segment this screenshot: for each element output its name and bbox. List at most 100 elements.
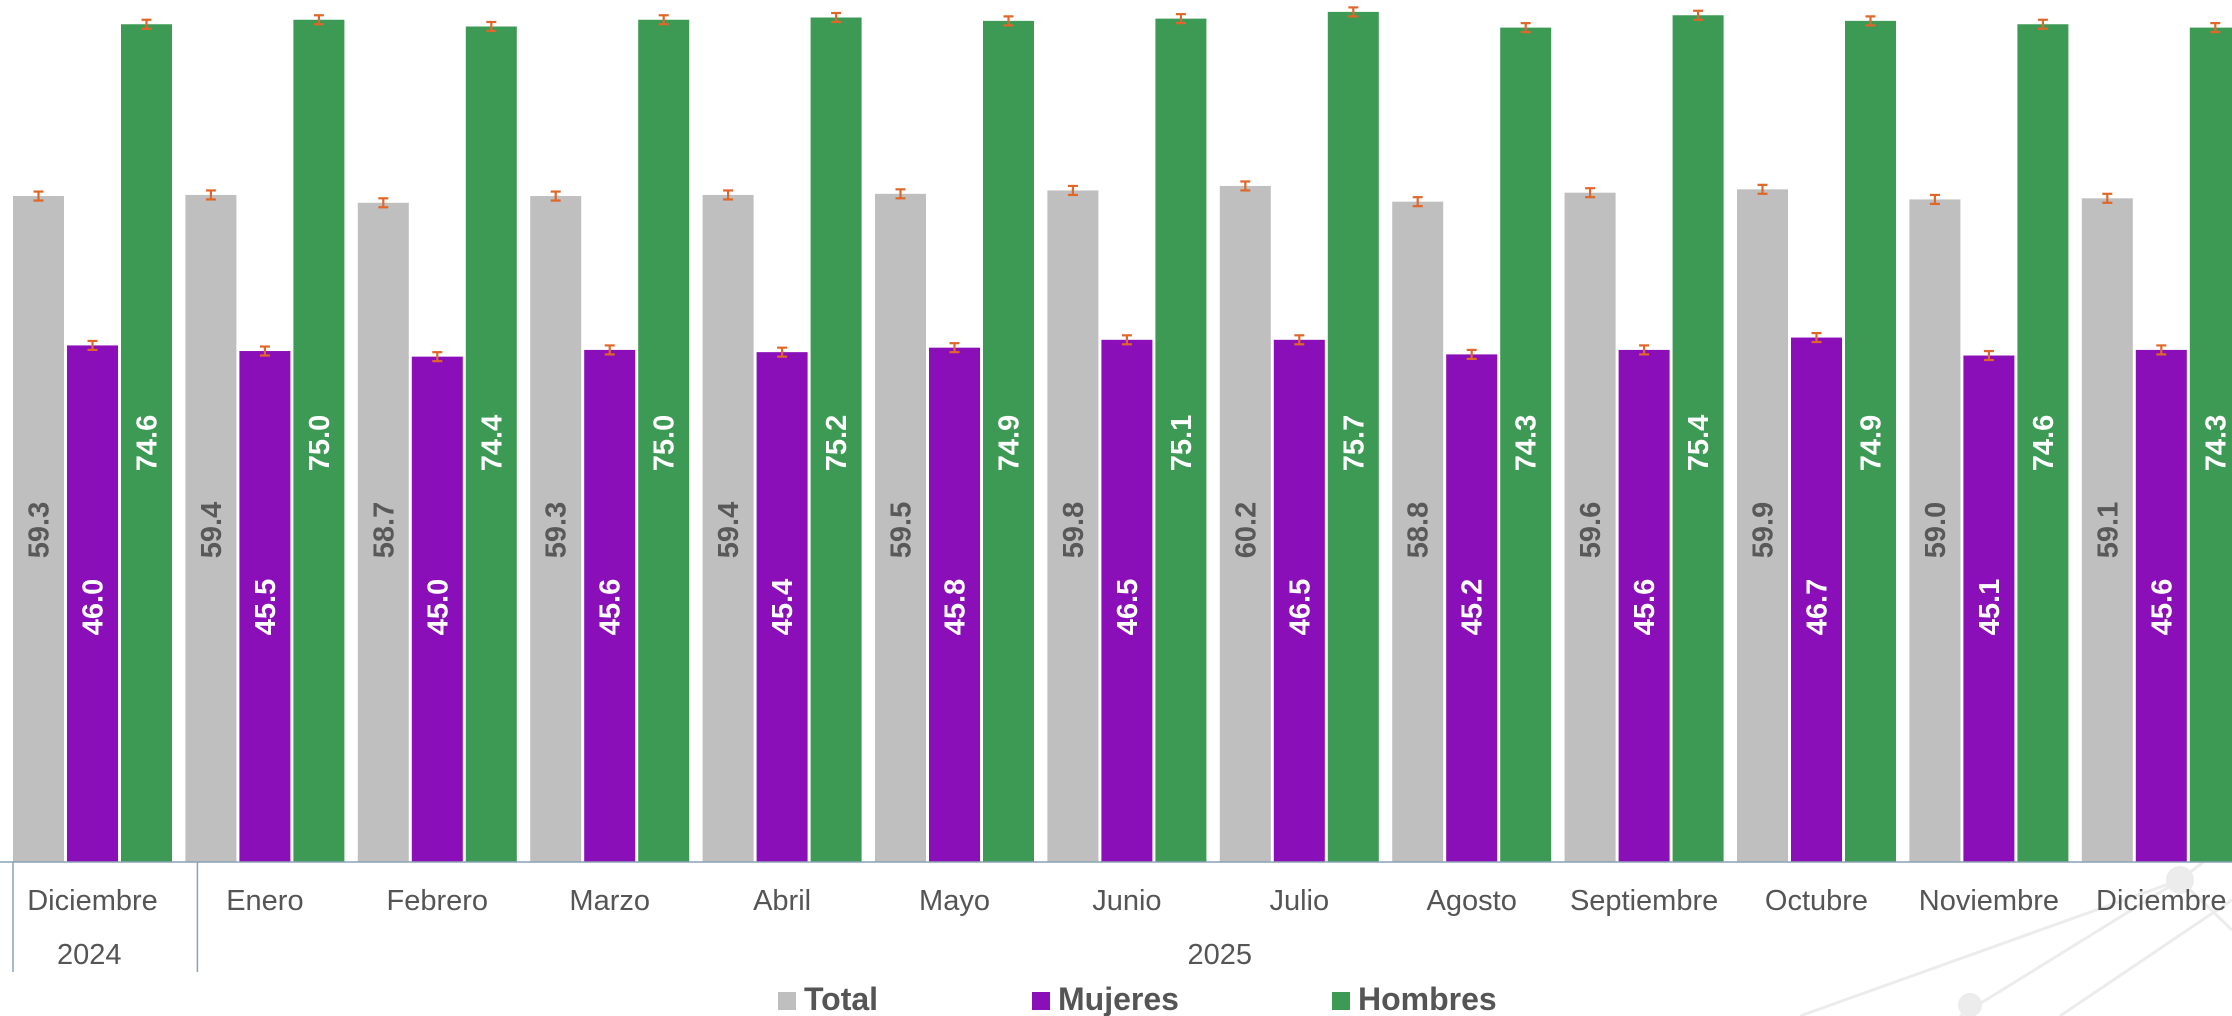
tick-label-11: Noviembre (1919, 885, 2059, 917)
bar-hombres-0 (121, 24, 172, 862)
bar-hombres-3 (638, 19, 690, 862)
legend-label-mujeres: Mujeres (1058, 981, 1179, 1016)
bar-total-0 (13, 196, 64, 862)
data-label-mujeres-12: 45.6 (2146, 579, 2178, 635)
data-label-hombres-11: 74.6 (2028, 415, 2060, 471)
background-decoration (1799, 838, 2232, 1016)
error-bar-hombres-4 (831, 11, 842, 24)
data-label-mujeres-6: 46.5 (1112, 579, 1144, 635)
tick-label-7: Julio (1269, 885, 1329, 917)
error-bar-hombres-1 (313, 14, 324, 26)
bar-total-3 (530, 196, 582, 862)
error-bar-total-9 (1585, 187, 1596, 199)
data-label-total-3: 59.3 (541, 502, 573, 558)
data-label-mujeres-2: 45.0 (422, 579, 454, 635)
error-bars-layer (33, 6, 2221, 363)
year-label-2024: 2024 (57, 939, 122, 971)
error-bar-hombres-3 (658, 14, 669, 26)
error-bar-total-2 (378, 197, 389, 209)
error-bar-mujeres-10 (1811, 331, 1822, 344)
bar-total-6 (1047, 190, 1099, 863)
error-bar-total-7 (1240, 180, 1251, 192)
bar-hombres-4 (810, 17, 862, 862)
data-label-mujeres-8: 45.2 (1457, 579, 1489, 635)
data-label-mujeres-10: 46.7 (1802, 579, 1834, 635)
error-bar-mujeres-4 (777, 346, 788, 358)
data-label-total-12: 59.1 (2092, 502, 2124, 558)
legend-swatch-total (778, 992, 796, 1010)
error-bar-hombres-12 (2210, 22, 2221, 34)
tick-label-4: Abril (753, 885, 811, 917)
error-bar-total-12 (2102, 192, 2113, 204)
data-label-total-1: 59.4 (196, 502, 228, 558)
data-label-total-9: 59.6 (1575, 502, 1607, 558)
legend-item-hombres: Hombres (1332, 981, 1497, 1016)
bar-hombres-12 (2189, 27, 2232, 862)
error-bar-mujeres-12 (2156, 344, 2167, 356)
data-label-mujeres-1: 45.5 (250, 579, 282, 635)
bar-mujeres-10 (1791, 337, 1842, 863)
error-bar-total-1 (205, 189, 216, 201)
error-bar-total-5 (895, 188, 906, 200)
error-bar-hombres-7 (1348, 6, 1359, 18)
bar-mujeres-1 (239, 351, 291, 862)
bar-hombres-6 (1155, 18, 1207, 862)
bar-hombres-8 (1500, 27, 1552, 862)
error-bar-total-3 (550, 190, 561, 202)
data-label-total-0: 59.3 (24, 502, 56, 558)
error-bar-hombres-11 (2037, 18, 2048, 30)
error-bar-total-10 (1757, 183, 1768, 195)
bar-mujeres-9 (1618, 349, 1670, 862)
error-bar-mujeres-0 (87, 339, 98, 352)
tick-label-10: Octubre (1765, 885, 1868, 917)
bar-hombres-9 (1672, 15, 1724, 863)
tick-label-5: Mayo (919, 885, 990, 917)
error-bar-total-6 (1067, 184, 1078, 197)
bar-total-1 (185, 194, 237, 863)
error-bar-total-4 (723, 189, 734, 201)
error-bar-hombres-9 (1693, 9, 1704, 21)
error-bar-mujeres-1 (259, 345, 270, 357)
bar-total-7 (1219, 185, 1271, 863)
error-bar-mujeres-2 (432, 351, 443, 363)
data-label-mujeres-0: 46.0 (78, 579, 110, 635)
bar-total-2 (357, 202, 409, 862)
data-label-hombres-9: 75.4 (1683, 415, 1715, 471)
error-bar-mujeres-9 (1639, 344, 1650, 356)
data-label-mujeres-7: 46.5 (1284, 579, 1316, 635)
bar-total-8 (1392, 201, 1444, 862)
data-label-hombres-2: 74.4 (476, 415, 508, 471)
error-bar-mujeres-6 (1121, 334, 1132, 346)
error-bar-hombres-0 (141, 18, 152, 30)
legend-swatch-hombres (1332, 992, 1350, 1010)
error-bar-mujeres-8 (1466, 348, 1477, 360)
bar-total-5 (875, 193, 926, 862)
bar-mujeres-12 (2135, 349, 2187, 862)
tick-label-9: Septiembre (1570, 885, 1718, 917)
legend-label-total: Total (804, 981, 878, 1016)
error-bar-mujeres-11 (1983, 349, 1994, 362)
bar-mujeres-8 (1446, 354, 1498, 862)
bar-mujeres-6 (1101, 339, 1153, 862)
error-bar-hombres-5 (1003, 15, 1014, 27)
bar-hombres-2 (465, 26, 517, 863)
data-label-hombres-0: 74.6 (132, 415, 164, 471)
data-label-total-7: 60.2 (1230, 502, 1262, 558)
error-bar-total-0 (33, 190, 44, 202)
data-label-hombres-1: 75.0 (304, 415, 336, 471)
data-label-mujeres-4: 45.4 (767, 579, 799, 635)
error-bar-total-8 (1412, 196, 1423, 208)
data-label-hombres-5: 74.9 (994, 415, 1026, 471)
bar-total-9 (1564, 192, 1616, 862)
bar-mujeres-3 (584, 349, 636, 862)
tick-label-6: Junio (1092, 885, 1161, 917)
error-bar-mujeres-5 (949, 342, 960, 354)
year-label-2025: 2025 (1188, 939, 1253, 971)
data-label-hombres-3: 75.0 (649, 415, 681, 471)
error-bar-mujeres-3 (604, 344, 615, 356)
bar-hombres-11 (2017, 24, 2069, 862)
legend-item-mujeres: Mujeres (1032, 981, 1179, 1016)
bar-hombres-1 (293, 19, 345, 862)
data-label-hombres-8: 74.3 (1511, 415, 1543, 471)
